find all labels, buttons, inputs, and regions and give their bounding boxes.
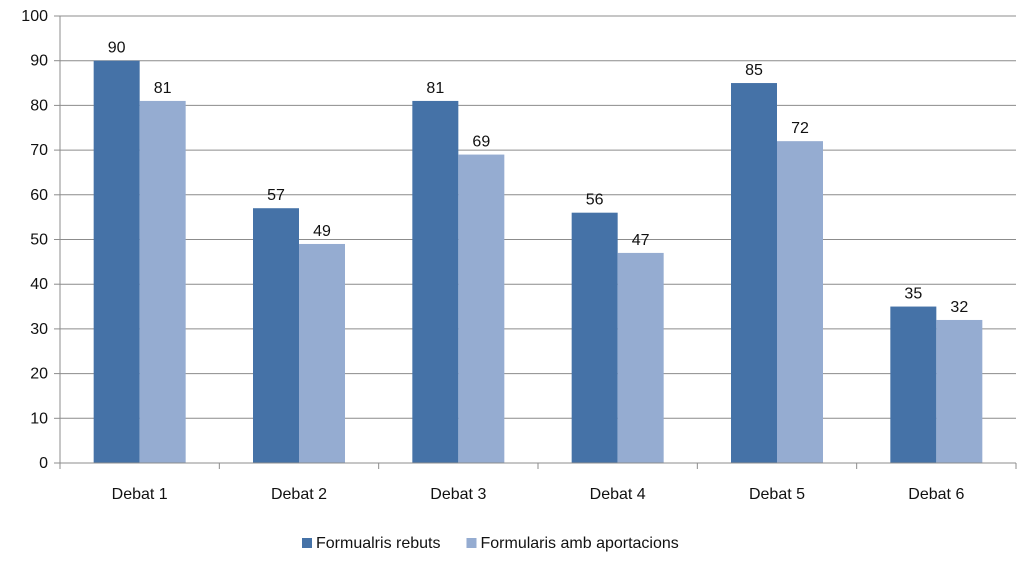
data-label: 81 bbox=[154, 80, 172, 97]
y-tick-label: 30 bbox=[30, 321, 48, 338]
y-tick-label: 80 bbox=[30, 97, 48, 114]
bar-rebuts bbox=[253, 208, 299, 463]
bar-rebuts bbox=[890, 306, 937, 463]
legend: Formualris rebuts Formularis amb aportaci… bbox=[302, 535, 679, 552]
bar-rebuts bbox=[412, 100, 459, 464]
y-tick-label: 50 bbox=[30, 232, 48, 249]
y-tick-label: 90 bbox=[30, 53, 48, 70]
bar-rebuts bbox=[731, 83, 777, 464]
x-category-label: Debat 1 bbox=[112, 486, 168, 503]
y-tick-label: 40 bbox=[30, 276, 48, 293]
y-tick-label: 20 bbox=[30, 366, 48, 383]
gridlines bbox=[60, 15, 1016, 419]
data-label: 35 bbox=[904, 286, 922, 303]
data-label: 85 bbox=[745, 62, 763, 79]
bar-aportacions bbox=[458, 154, 505, 463]
x-category-label: Debat 4 bbox=[590, 486, 646, 503]
bar-aportacions bbox=[936, 319, 983, 463]
labels: 0 10 20 30 40 50 60 70 80 90 100 90 81 Debat 1 57 49 Deb… bbox=[21, 8, 968, 503]
x-category-label: Debat 6 bbox=[908, 486, 964, 503]
data-label: 72 bbox=[791, 120, 809, 137]
x-category-label: Debat 3 bbox=[430, 486, 486, 503]
legend-label: Formualris rebuts bbox=[316, 535, 440, 552]
bar-aportacions bbox=[299, 243, 345, 463]
axes bbox=[54, 15, 1017, 469]
y-tick-label: 10 bbox=[30, 410, 48, 427]
data-label: 56 bbox=[586, 192, 604, 209]
bar-rebuts bbox=[571, 212, 618, 463]
bars bbox=[93, 60, 983, 464]
data-label: 47 bbox=[632, 232, 650, 249]
data-label: 90 bbox=[108, 40, 126, 57]
y-tick-label: 0 bbox=[39, 455, 48, 472]
legend-swatch bbox=[302, 538, 312, 548]
y-tick-label: 100 bbox=[21, 8, 48, 25]
x-category-label: Debat 5 bbox=[749, 486, 805, 503]
legend-label: Formularis amb aportacions bbox=[480, 535, 678, 552]
data-label: 49 bbox=[313, 223, 331, 240]
bar-rebuts bbox=[93, 60, 140, 463]
y-tick-label: 70 bbox=[30, 142, 48, 159]
data-label: 32 bbox=[950, 299, 968, 316]
legend-swatch bbox=[466, 538, 477, 548]
bar-aportacions bbox=[139, 100, 186, 464]
bar-aportacions bbox=[777, 141, 823, 463]
data-label: 57 bbox=[267, 187, 285, 204]
data-label: 81 bbox=[426, 80, 444, 97]
bar-aportacions bbox=[617, 252, 664, 463]
y-tick-label: 60 bbox=[30, 187, 48, 204]
data-label: 69 bbox=[472, 134, 490, 151]
x-category-label: Debat 2 bbox=[271, 486, 327, 503]
